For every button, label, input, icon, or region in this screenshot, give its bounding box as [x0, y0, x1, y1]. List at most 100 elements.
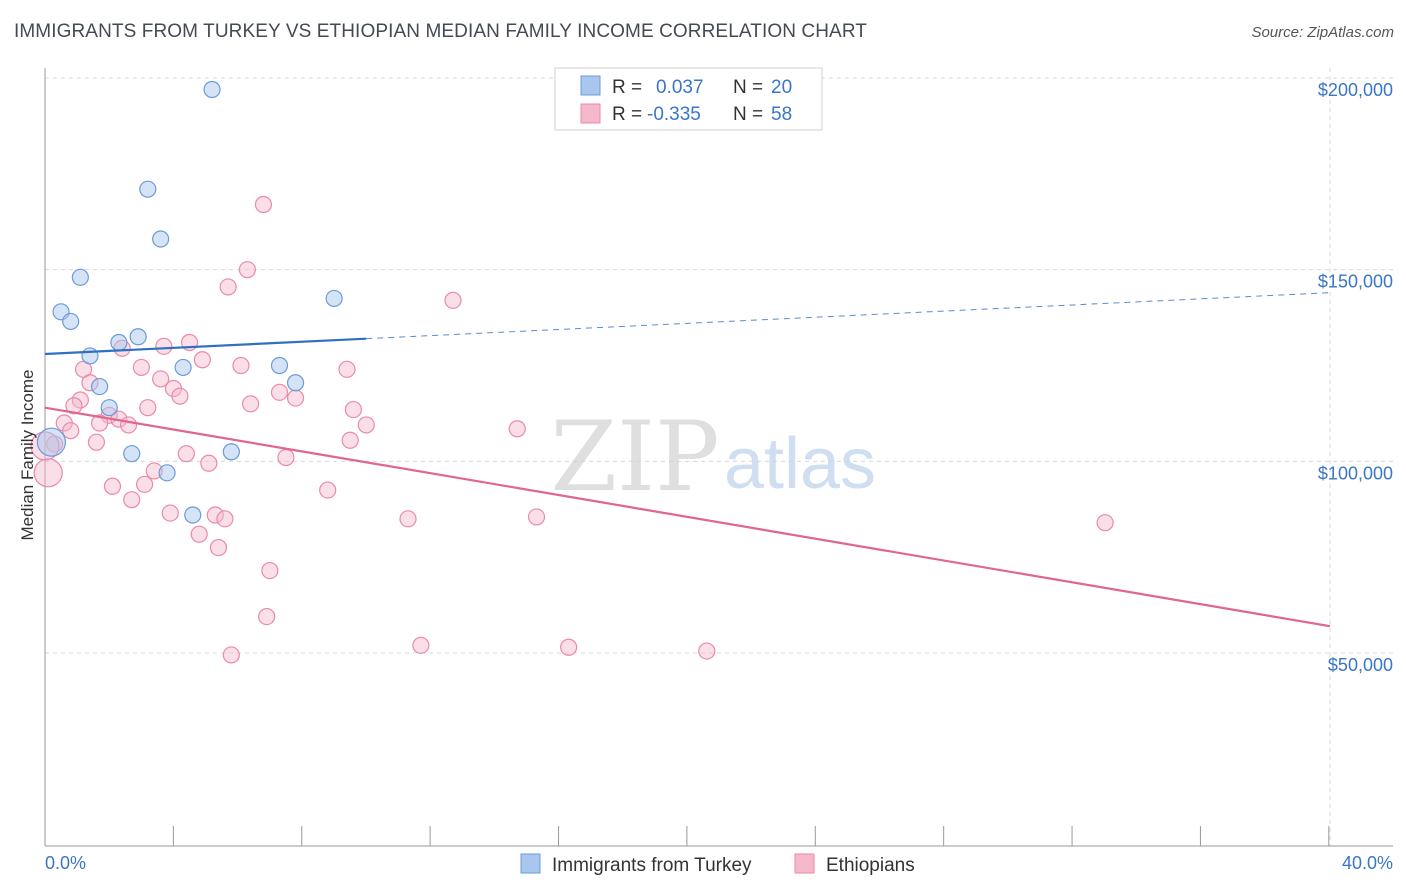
x-tick-label: 40.0%: [1342, 853, 1393, 873]
turkey-point: [286, 374, 305, 392]
legend-r-value-blue: 0.037: [656, 77, 704, 98]
legend-r-value-pink: -0.335: [647, 104, 701, 125]
ethiopians-point: [177, 445, 195, 463]
ethiopians-trend-line: [44, 406, 1331, 628]
grid-lines: [45, 68, 1393, 846]
ethiopians-point: [103, 477, 122, 495]
turkey-point: [123, 445, 141, 463]
legend-r-label-blue: R =: [612, 77, 642, 98]
ethiopians-point: [1096, 514, 1114, 532]
ethiopians-point: [319, 481, 337, 499]
legend-r-label-pink: R =: [612, 104, 642, 125]
turkey-point: [100, 399, 118, 417]
legend-n-label-blue: N =: [733, 77, 763, 98]
ethiopians-point: [444, 291, 462, 309]
ethiopians-point: [277, 448, 295, 467]
axes: [44, 68, 1393, 847]
x-tick-label: 0.0%: [45, 853, 86, 873]
ethiopians-point: [357, 416, 375, 434]
watermark-atlas: atlas: [724, 424, 876, 504]
ethiopians-point: [132, 358, 150, 377]
y-tick-label: $150,000: [1318, 272, 1393, 292]
ethiopians-point: [219, 278, 237, 296]
ethiopians-point: [33, 458, 63, 488]
turkey-point: [81, 347, 99, 365]
ethiopians-point: [338, 360, 356, 378]
ethiopians-point: [399, 510, 417, 528]
ethiopians-point: [238, 261, 256, 279]
series-swatch-turkey: [520, 853, 541, 874]
series-label-ethiopians: Ethiopians: [826, 855, 915, 876]
turkey-point: [110, 333, 128, 352]
y-tick-label: $50,000: [1328, 655, 1393, 675]
ethiopians-point: [242, 395, 260, 413]
y-axis-title: Median Family Income: [18, 369, 37, 540]
turkey-point: [325, 289, 343, 308]
ethiopians-point: [119, 416, 138, 434]
stats-legend: R = 0.037 N = 20 R = -0.335 N = 58: [554, 67, 823, 131]
source-credit: Source: ZipAtlas.com: [1251, 24, 1394, 41]
turkey-point: [129, 328, 147, 346]
ethiopians-point: [193, 351, 212, 369]
ethiopians-point: [412, 636, 430, 654]
watermark-zip: ZIP: [550, 401, 719, 513]
legend-n-value-blue: 20: [771, 77, 792, 98]
legend-n-value-pink: 58: [771, 104, 792, 125]
legend-swatch-pink: [580, 103, 601, 124]
ethiopians-point: [341, 431, 359, 449]
y-axis-labels: $50,000 $100,000 $150,000 $200,000: [1318, 80, 1393, 675]
watermark: ZIP atlas: [550, 401, 876, 513]
series-legend: Immigrants from Turkey Ethiopians: [520, 853, 915, 876]
ethiopians-point: [508, 420, 526, 438]
ethiopians-point: [270, 383, 289, 401]
ethiopians-point: [232, 356, 250, 375]
turkey-trend-extension: [366, 292, 1331, 340]
turkey-point: [270, 356, 289, 375]
ethiopians-point: [71, 391, 89, 409]
ethiopians-point: [161, 504, 179, 522]
turkey-point: [184, 506, 202, 524]
ethiopians-point: [261, 561, 279, 580]
ethiopians-point: [87, 433, 106, 451]
turkey-point: [158, 464, 176, 482]
turkey-point: [139, 180, 157, 198]
ethiopians-point: [254, 195, 273, 214]
turkey-point: [91, 377, 109, 396]
turkey-point: [152, 230, 170, 248]
turkey-point: [36, 427, 67, 457]
ethiopians-point: [190, 525, 208, 543]
ethiopians-point: [527, 508, 546, 526]
ethiopians-point: [698, 642, 716, 660]
turkey-point: [203, 80, 221, 99]
chart-title: IMMIGRANTS FROM TURKEY VS ETHIOPIAN MEDI…: [14, 21, 868, 42]
ethiopians-point: [258, 607, 276, 626]
ethiopians-point: [216, 510, 234, 528]
ethiopians-point: [139, 399, 157, 417]
ethiopians-point: [286, 389, 305, 407]
trend-lines: [44, 292, 1331, 628]
ethiopians-point: [209, 538, 228, 557]
ethiopians-point: [135, 475, 154, 493]
turkey-point: [62, 312, 80, 331]
ethiopians-point: [560, 638, 578, 656]
series-swatch-ethiopians: [794, 853, 815, 874]
y-tick-label: $200,000: [1318, 80, 1393, 100]
turkey-trend-line: [44, 337, 367, 356]
ethiopians-point: [65, 397, 83, 415]
legend-swatch-blue: [580, 75, 601, 96]
x-axis-labels: 0.0% 40.0%: [45, 853, 1393, 873]
turkey-point: [222, 443, 240, 461]
turkey-point: [71, 268, 89, 286]
series-label-turkey: Immigrants from Turkey: [552, 855, 752, 876]
ethiopians-point: [222, 646, 240, 664]
ethiopians-point: [62, 422, 80, 440]
ethiopians-point: [152, 370, 170, 388]
ethiopians-point: [344, 400, 362, 419]
ethiopians-point: [171, 387, 189, 405]
turkey-point: [174, 358, 192, 377]
ethiopians-points: [30, 195, 1114, 664]
ethiopians-point: [155, 337, 173, 355]
ethiopians-point: [206, 506, 224, 524]
ethiopians-point: [200, 454, 218, 472]
